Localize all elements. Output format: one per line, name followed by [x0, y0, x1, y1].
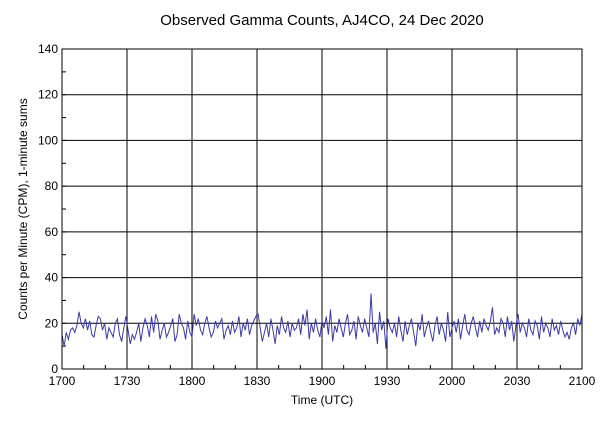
y-tick-label-0: 0 [51, 362, 58, 376]
x-tick-label-6: 2000 [439, 374, 466, 388]
x-tick-label-7: 2030 [504, 374, 531, 388]
y-tick-label-7: 140 [38, 42, 58, 56]
x-tick-label-1: 1730 [114, 374, 141, 388]
y-tick-label-5: 100 [38, 133, 58, 147]
y-axis-tick-labels: 0 20 40 60 80 100 120 140 [38, 42, 58, 376]
x-tick-label-5: 1930 [374, 374, 401, 388]
series-line [61, 293, 583, 349]
chart-title: Observed Gamma Counts, AJ4CO, 24 Dec 202… [160, 12, 484, 29]
y-axis-label: Counts per Minute (CPM), 1-minute sums [16, 98, 30, 319]
x-tick-label-4: 1900 [309, 374, 336, 388]
x-axis-label: Time (UTC) [291, 393, 353, 407]
y-tick-label-3: 60 [45, 225, 59, 239]
y-tick-label-1: 20 [45, 316, 59, 330]
grid-lines [62, 49, 582, 369]
x-tick-label-8: 2100 [569, 374, 596, 388]
x-tick-label-0: 1700 [49, 374, 76, 388]
x-axis-tick-labels: 1700 1730 1800 1830 1900 1930 2000 2030 2100 [49, 374, 596, 388]
x-tick-label-3: 1830 [244, 374, 271, 388]
y-tick-label-6: 120 [38, 88, 58, 102]
y-tick-label-4: 80 [45, 179, 59, 193]
plot-frame [61, 48, 583, 370]
y-tick-label-2: 40 [45, 271, 59, 285]
x-tick-label-2: 1800 [179, 374, 206, 388]
